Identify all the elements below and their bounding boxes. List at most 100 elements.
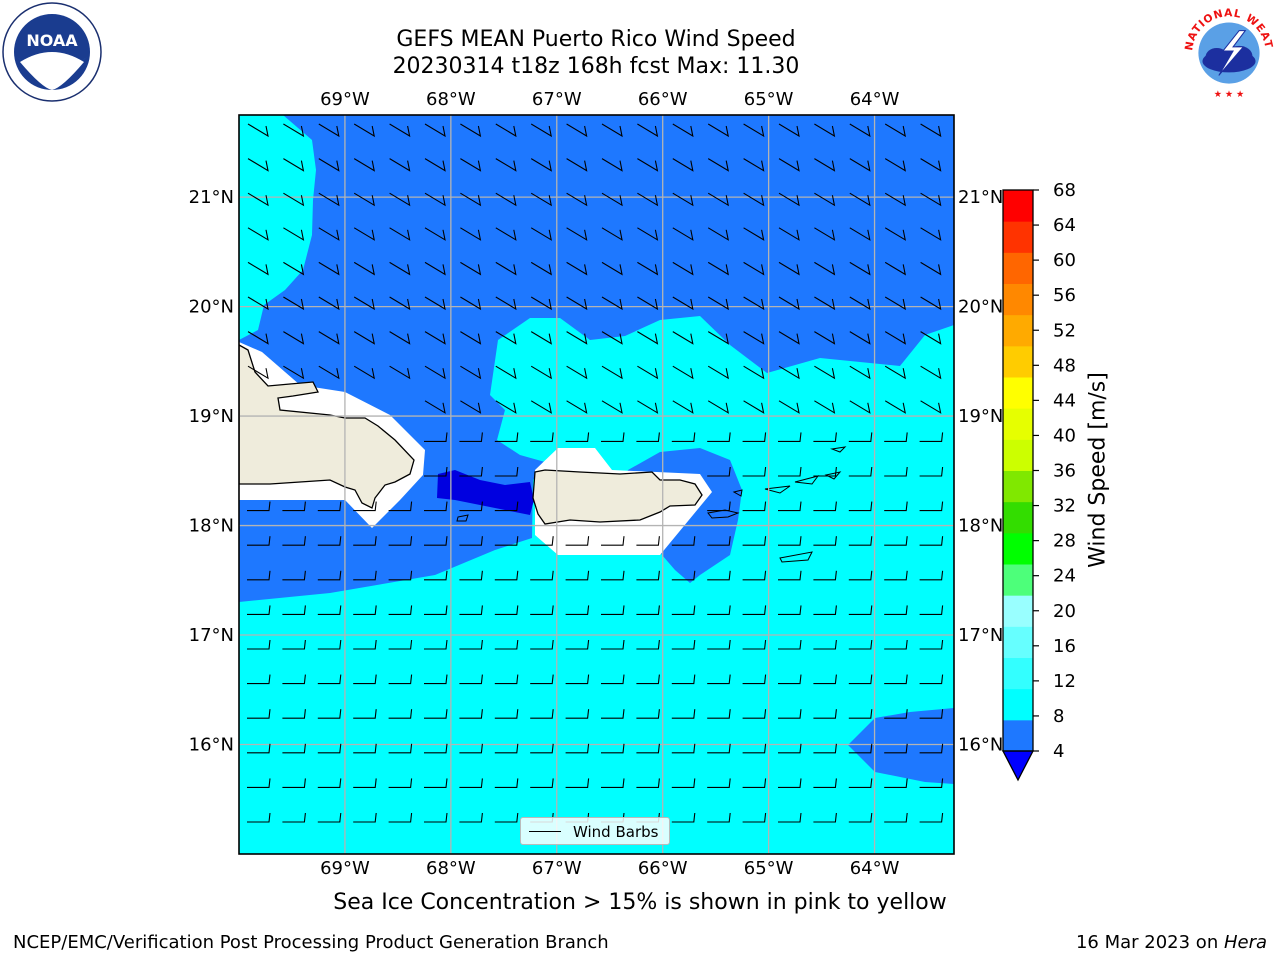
wind-barb [636,570,660,581]
wind-barb [778,432,802,442]
wind-barb [813,709,837,719]
wind-barb [884,709,908,719]
wind-band-lt-4 [437,470,534,515]
wind-barb [672,331,694,345]
wind-barb [919,812,944,823]
wind-barb [388,536,413,546]
wind-barb [672,365,694,380]
wind-barb [282,674,306,685]
wind-barb [778,400,800,414]
wind-barb [283,158,305,172]
wind-barb [742,812,767,823]
wind-barb [919,570,944,581]
wind-barb [566,123,588,138]
wind-barb [353,570,377,581]
wind-barb [353,123,375,138]
wind-barb [778,536,802,546]
wind-barb [849,400,871,414]
wind-barb [353,331,375,345]
wind-barb [494,674,519,685]
wind-barb [424,432,448,442]
wind-barb [353,639,377,650]
wind-barb [919,605,944,615]
wind-barb [814,296,836,311]
wind-barb [814,158,836,172]
wind-barb [318,365,340,380]
wind-barb [778,778,802,788]
wind-barb [671,778,696,788]
wind-barb [884,123,906,138]
wind-barb [743,296,765,311]
wind-barb [459,674,483,685]
island-mona [456,514,469,522]
wind-barb [672,400,694,414]
wind-barb [494,501,519,512]
map-frame [238,114,955,855]
wind-barb [814,400,836,414]
wind-barb [671,536,696,546]
wind-barb [460,365,482,380]
wind-barb [460,400,482,414]
wind-barb [813,432,837,442]
wind-barb [565,570,590,581]
wind-barb [565,743,590,754]
nws-logo: NATIONAL WEATHER SERVICE ★ ★ ★ [1178,0,1278,100]
wind-barb [282,743,306,754]
wind-barb [282,639,306,650]
wind-barb [460,123,482,138]
wind-barb [566,331,588,345]
colorbar-tick-label: 64 [1053,215,1076,236]
lat-tick-left: 18°N [189,516,234,537]
wind-barb [742,674,767,685]
wind-barb [318,192,340,207]
colorbar-tick-label: 44 [1053,390,1076,411]
footer-host: Hera [1223,932,1267,953]
island-st-croix [779,551,813,563]
wind-barb [459,709,483,719]
lon-tick-bottom: 67°W [532,858,582,879]
wind-barb [919,501,944,512]
wind-barb [317,778,342,788]
wind-barb [459,812,483,823]
wind-barb [707,743,731,754]
footer-date-text: 16 Mar 2023 on [1075,932,1224,953]
colorbar-tick-label: 36 [1053,461,1076,482]
wind-barb [566,158,588,172]
wind-barb [247,778,271,788]
colorbar-tick-label: 68 [1053,180,1076,201]
wind-barb [601,432,625,442]
wind-barb [424,639,448,650]
wind-barb [884,536,908,546]
wind-barb [283,261,305,276]
wind-barb [743,365,765,380]
wind-barb [283,365,305,380]
wind-barb [707,570,731,581]
wind-barb [920,192,942,207]
wind-barb [494,639,519,650]
wind-barb [849,365,871,380]
wind-barb [778,674,802,685]
wind-barb [494,743,519,754]
wind-barb [742,778,767,788]
wind-barb [778,227,800,241]
wind-barb [848,570,873,581]
wind-barb [283,123,305,138]
wind-barb [813,812,837,823]
map-plot-area [239,115,954,854]
wind-barb [778,331,800,345]
wind-barb [424,365,446,380]
wind-barb [530,123,552,138]
wind-barb [884,227,906,241]
colorbar-bin [1003,470,1033,503]
wind-barb [743,123,765,138]
wind-barb [849,331,871,345]
wind-barb [636,605,660,615]
wind-barb [282,778,306,788]
island-st-john [794,475,820,485]
wind-barb [353,192,375,207]
lon-tick-bottom: 68°W [426,858,476,879]
wind-barb [814,365,836,380]
lon-tick-bottom: 69°W [320,858,370,879]
wind-barb [494,466,519,477]
lat-tick-right: 18°N [958,516,1003,537]
